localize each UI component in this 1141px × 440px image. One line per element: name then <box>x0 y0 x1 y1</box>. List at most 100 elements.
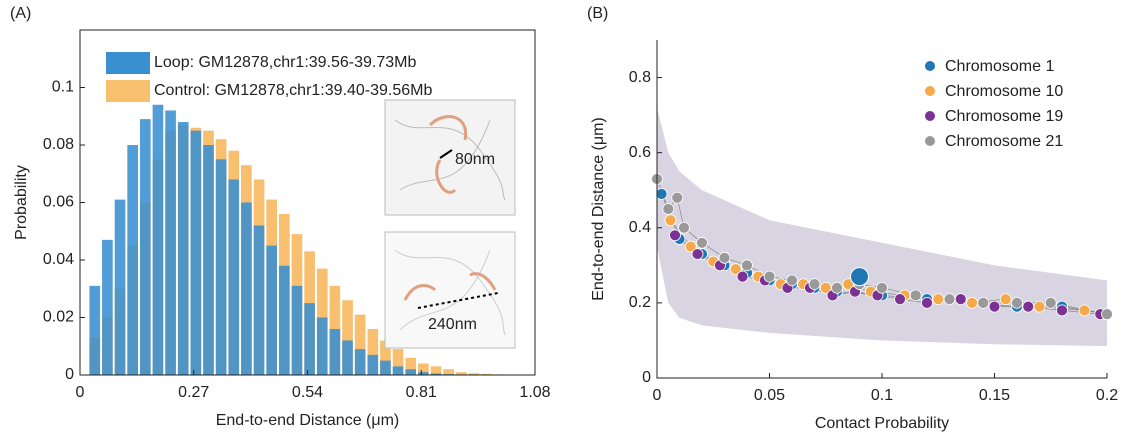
bar <box>354 314 366 375</box>
bar <box>455 372 467 375</box>
plot-frame <box>79 29 536 376</box>
point <box>1056 304 1068 317</box>
bar <box>430 373 442 375</box>
legend-label: Chromosome 19 <box>945 108 1063 125</box>
bar <box>241 202 252 375</box>
x-tick-label: 0 <box>653 387 662 404</box>
y-axis-label: End-to-end Distance (μm) <box>590 117 607 301</box>
highlight-point <box>850 267 869 287</box>
legend-marker <box>925 136 935 146</box>
x-tick-label: 0.54 <box>292 384 323 401</box>
x-tick-label: 1.08 <box>519 384 550 401</box>
inset-arrow <box>439 149 453 159</box>
x-tick-label: 0.2 <box>1096 387 1118 404</box>
point <box>662 203 675 215</box>
point <box>655 188 668 200</box>
legend-swatch <box>106 80 150 102</box>
y-tick-label: 0.06 <box>43 194 74 211</box>
point <box>1101 308 1113 321</box>
legend-label: Control: GM12878,chr1:39.40-39.56Mb <box>154 82 432 99</box>
y-tick-label: 0.8 <box>629 69 651 86</box>
point <box>696 236 708 249</box>
bar <box>367 329 379 375</box>
bar <box>177 122 189 375</box>
bar <box>152 104 164 375</box>
point <box>1078 304 1091 317</box>
point <box>736 270 749 283</box>
inset-texture <box>394 119 506 201</box>
point <box>763 270 776 283</box>
bar <box>165 110 176 375</box>
y-tick-label: 0.04 <box>43 251 74 268</box>
panel-label: (B) <box>587 5 608 22</box>
bar <box>89 285 101 375</box>
point <box>1033 300 1046 313</box>
point <box>876 281 888 294</box>
y-axis-label: Probability <box>13 165 30 240</box>
point <box>741 259 753 272</box>
bar <box>279 265 290 375</box>
bar <box>354 349 366 375</box>
bar <box>392 349 404 375</box>
x-tick-label: 0.81 <box>406 384 437 401</box>
inset-arrow <box>417 292 499 309</box>
point <box>999 293 1012 306</box>
inset-polymer <box>428 115 468 194</box>
bar <box>468 373 480 375</box>
bar <box>228 179 240 375</box>
inset-polymer <box>403 272 497 301</box>
legend-label: Chromosome 21 <box>945 133 1063 150</box>
bar <box>316 317 328 375</box>
point <box>894 293 906 306</box>
bar <box>102 239 113 375</box>
point <box>718 251 731 264</box>
y-tick-label: 0 <box>642 369 651 386</box>
legend-marker <box>925 61 935 71</box>
bar <box>430 366 442 375</box>
y-tick-label: 0.08 <box>43 136 74 153</box>
y-tick-label: 0 <box>65 366 74 383</box>
legend-marker <box>925 111 935 121</box>
bar <box>392 366 404 375</box>
bar <box>443 369 454 375</box>
legend-label: Chromosome 10 <box>945 83 1063 100</box>
legend-swatch <box>106 52 150 74</box>
x-axis-label: End-to-end Distance (μm) <box>216 412 400 429</box>
bar <box>139 119 151 375</box>
point <box>977 296 990 309</box>
point <box>684 240 697 253</box>
legend-label: Loop: GM12878,chr1:39.56-39.73Mb <box>154 54 417 71</box>
y-tick-label: 0.6 <box>629 144 651 161</box>
bar <box>304 303 315 375</box>
point <box>909 289 922 302</box>
point <box>669 229 681 242</box>
point <box>921 296 933 309</box>
axis-line <box>656 40 1107 379</box>
point <box>831 281 843 294</box>
bar <box>418 363 429 375</box>
point <box>691 248 704 260</box>
point <box>943 293 956 306</box>
y-tick-label: 0.2 <box>629 294 651 311</box>
bar <box>203 145 214 375</box>
bar <box>127 145 138 375</box>
bars <box>89 104 530 375</box>
point <box>808 278 821 291</box>
point <box>664 214 677 227</box>
legend-label: Chromosome 1 <box>945 58 1054 75</box>
bar <box>380 340 391 375</box>
point <box>678 221 690 234</box>
point <box>671 191 684 204</box>
point <box>932 293 945 306</box>
point <box>1011 296 1023 309</box>
point <box>966 296 978 309</box>
bar <box>266 245 278 375</box>
x-tick-label: 0.15 <box>979 387 1010 404</box>
point <box>1022 300 1035 313</box>
y-tick-label: 0.1 <box>52 79 74 96</box>
bar <box>405 357 417 375</box>
point <box>1044 296 1057 309</box>
bar <box>190 130 202 375</box>
bar <box>114 199 126 375</box>
